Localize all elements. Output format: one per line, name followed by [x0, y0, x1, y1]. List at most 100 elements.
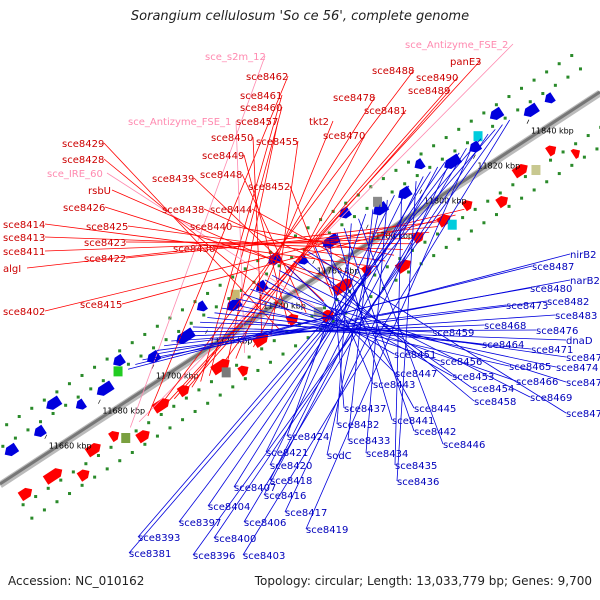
top-gene-label: sce8449	[202, 151, 244, 162]
tick-dot	[457, 237, 461, 241]
bottom-gene-label: sce8459	[432, 328, 474, 339]
tick-dot	[152, 346, 156, 350]
forward-gene-arrow	[570, 148, 581, 160]
tick-dot	[561, 150, 565, 154]
leader-line	[203, 208, 360, 279]
tick-dot	[5, 423, 9, 427]
tick-dot	[206, 401, 210, 405]
tick-dot	[570, 54, 574, 58]
bottom-gene-label: sce8465	[509, 362, 551, 373]
leader-line	[329, 237, 345, 409]
tick-dot	[197, 388, 201, 392]
tick-dot	[482, 111, 486, 115]
tick-dot	[486, 199, 490, 203]
leader-line	[178, 152, 460, 523]
tick-dot	[582, 155, 586, 159]
leader-line	[305, 143, 475, 530]
tick-dot	[570, 163, 574, 167]
page-title: Sorangium cellulosum 'So ce 56', complet…	[130, 9, 470, 24]
tick-dot	[101, 379, 105, 383]
tick-dot	[177, 329, 181, 333]
tick-dot	[218, 283, 222, 287]
bottom-gene-label: sce8487	[532, 262, 574, 273]
tick-dot	[247, 355, 251, 359]
tick-dot	[385, 265, 389, 269]
tick-dot	[209, 380, 213, 384]
tick-dot	[30, 516, 34, 520]
bottom-gene-label: sce8464	[482, 340, 524, 351]
reverse-gene-arrow	[544, 92, 556, 104]
leader-line	[185, 329, 537, 333]
tick-dot	[293, 234, 297, 238]
top-gene-label: sce8440	[190, 222, 232, 233]
tick-dot	[586, 134, 590, 138]
feature-block	[313, 307, 323, 318]
leader-line	[284, 157, 453, 513]
bottom-gene-label: sce8447	[395, 369, 437, 380]
leader-line	[44, 236, 403, 250]
bottom-gene-label: sce8418	[270, 476, 312, 487]
leader-line	[336, 232, 393, 421]
kbp-tick-mark	[98, 399, 101, 404]
leader-line	[137, 138, 482, 538]
bottom-gene-label: sce8473	[506, 301, 548, 312]
leader-line	[269, 176, 424, 481]
leader-line	[265, 195, 395, 453]
leader-line	[135, 265, 533, 365]
top-gene-label: sce8489	[408, 86, 450, 97]
leader-line	[103, 158, 298, 319]
leader-line	[103, 142, 281, 331]
leader-line	[242, 119, 511, 556]
tick-dot	[494, 103, 498, 107]
reverse-gene-arrow	[414, 158, 426, 170]
bottom-gene-label: dnaD	[566, 336, 593, 347]
bottom-gene-label: sce8404	[208, 502, 250, 513]
leader-line	[149, 287, 531, 356]
tick-dot	[118, 349, 122, 353]
leader-line	[128, 129, 496, 554]
kbp-tick-label: 11780 kbp	[370, 232, 413, 241]
tick-dot	[352, 215, 356, 219]
leader-line	[213, 133, 489, 539]
tick-dot	[180, 308, 184, 312]
tick-dot	[256, 368, 260, 372]
bottom-gene-label: sce8443	[373, 380, 415, 391]
bottom-gene-label: sce8483	[555, 311, 597, 322]
tick-dot	[553, 83, 557, 87]
tick-dot	[498, 191, 502, 195]
bottom-gene-label: sce8471	[531, 345, 573, 356]
tick-dot	[511, 183, 515, 187]
reverse-gene-arrow	[46, 395, 63, 410]
top-gene-label: sce8411	[3, 247, 45, 258]
tick-dot	[394, 168, 398, 172]
tick-dot	[164, 338, 168, 342]
tick-dot	[356, 193, 360, 197]
tick-dot	[143, 332, 147, 336]
top-gene-label: sce8450	[211, 133, 253, 144]
reverse-gene-arrow	[34, 424, 47, 437]
leader-line	[271, 274, 453, 377]
tick-dot	[89, 387, 93, 391]
top-gene-label: sce8448	[200, 170, 242, 181]
tick-dot	[227, 297, 231, 301]
bottom-gene-label: sce8469	[530, 393, 572, 404]
bottom-gene-label: sce8474	[556, 363, 598, 374]
tick-dot	[159, 412, 163, 416]
tick-dot	[432, 144, 436, 148]
top-gene-label: sce8423	[84, 238, 126, 249]
leader-line	[217, 109, 407, 371]
top-gene-label: sce8429	[62, 139, 104, 150]
bottom-gene-label: sce8441	[392, 416, 434, 427]
bottom-gene-label: sce8416	[264, 491, 306, 502]
tick-dot	[457, 127, 461, 131]
tick-dot	[1, 444, 5, 448]
tick-dot	[172, 404, 176, 408]
bottom-gene-label: sce8437	[344, 404, 386, 415]
top-gene-label: sce8444	[210, 205, 252, 216]
tick-dot	[578, 67, 582, 71]
top-gene-label: sce8470	[323, 131, 365, 142]
tick-dot	[469, 119, 473, 123]
reverse-gene-arrow	[523, 102, 540, 117]
top-gene-label: sce8478	[333, 93, 375, 104]
